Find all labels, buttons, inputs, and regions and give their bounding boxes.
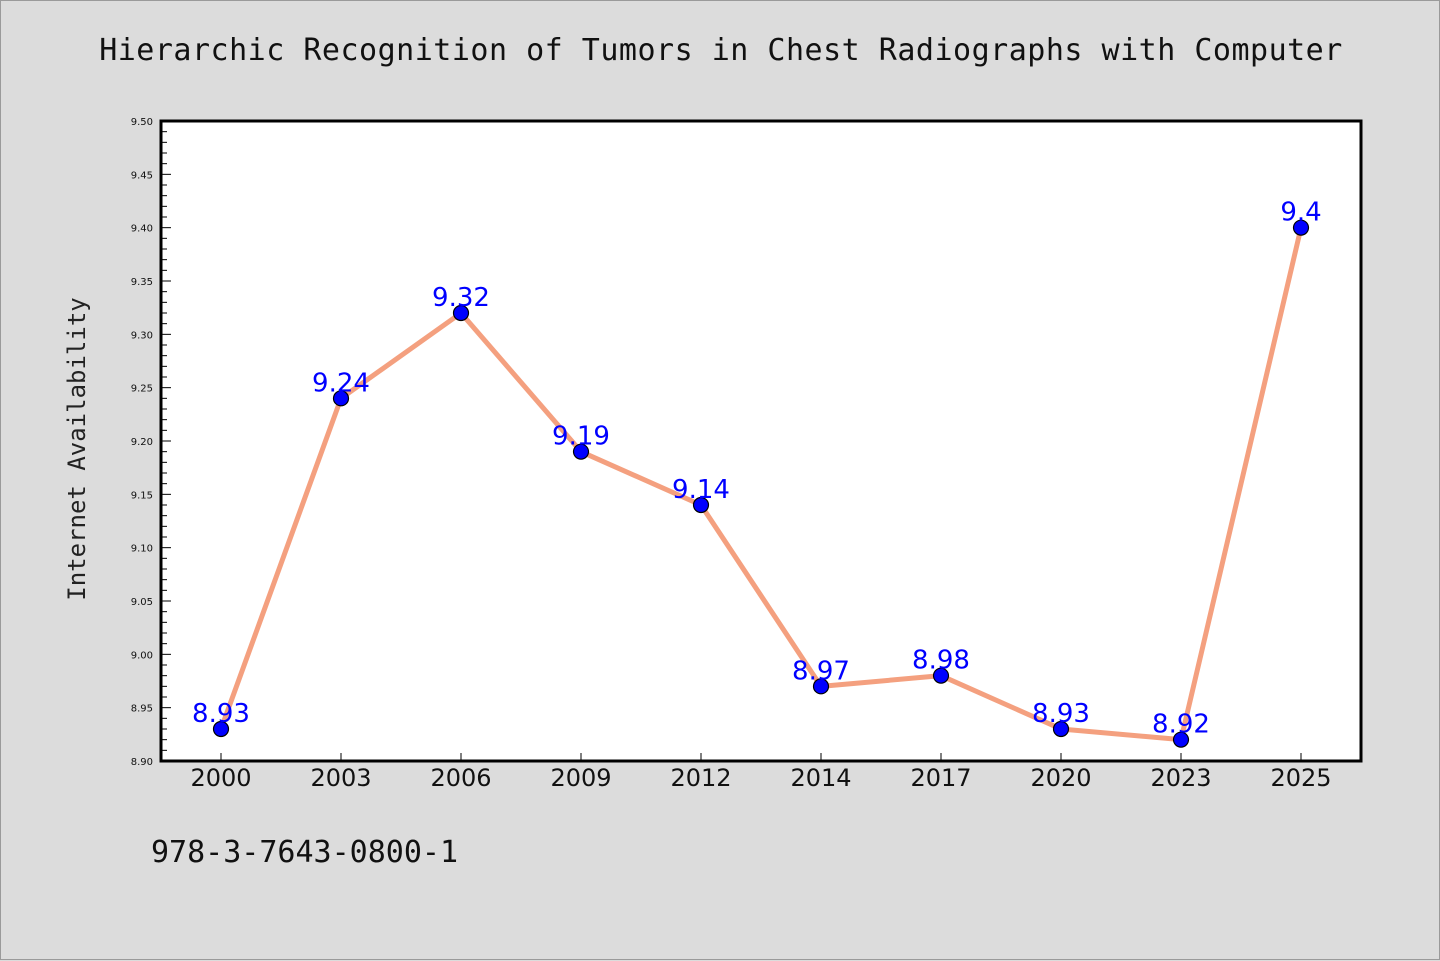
x-tick-label: 2012 <box>670 764 731 792</box>
data-label: 8.92 <box>1152 710 1210 740</box>
data-point <box>452 304 470 322</box>
y-tick-label: 9.05 <box>131 597 153 608</box>
y-tick-label: 9.20 <box>131 437 153 448</box>
y-tick-label: 8.90 <box>131 757 153 768</box>
x-tick-label: 2017 <box>910 764 971 792</box>
footer-id-text: 978-3-7643-0800-1 <box>151 835 459 870</box>
data-point <box>1172 731 1190 748</box>
data-point <box>572 443 590 460</box>
data-label: 9.32 <box>432 283 490 313</box>
data-point <box>932 667 950 684</box>
data-label: 8.97 <box>792 656 850 686</box>
x-tick-label: 2000 <box>190 764 251 792</box>
data-label: 8.98 <box>912 646 970 676</box>
data-point <box>212 720 230 738</box>
data-label: 8.93 <box>1032 699 1090 729</box>
x-tick-label: 2014 <box>790 764 851 792</box>
x-tick-label: 2020 <box>1030 764 1091 792</box>
series-layer <box>218 225 1304 743</box>
x-tick-label: 2009 <box>550 764 611 792</box>
data-label: 9.19 <box>552 422 610 452</box>
marker-layer <box>212 219 1310 748</box>
data-point <box>692 496 710 514</box>
y-tick-label: 9.50 <box>131 117 153 128</box>
x-tick-label: 2023 <box>1150 764 1211 792</box>
y-tick-label: 8.95 <box>131 704 153 715</box>
data-point <box>1052 720 1070 738</box>
series-line <box>218 225 1304 743</box>
x-tick-label: 2006 <box>430 764 491 792</box>
data-point <box>812 678 830 695</box>
data-point <box>332 390 350 407</box>
y-tick-label: 9.25 <box>131 384 153 395</box>
data-label: 9.14 <box>672 475 730 505</box>
y-tick-label: 9.00 <box>131 650 153 661</box>
y-tick-label: 9.30 <box>131 330 153 341</box>
data-label-layer: 8.93 9.24 9.32 9.19 9.14 8.97 8.98 8.93 8.92 9.4 <box>192 198 1322 740</box>
plot-area <box>159 119 1363 763</box>
y-axis-ticks: 8.90 8.95 9.00 9.05 9.10 9.15 9.20 9.25 9.30 9.35… <box>131 117 171 768</box>
chart-title: Hierarchic Recognition of Tumors in Ches… <box>99 33 1343 68</box>
y-tick-label: 9.40 <box>131 224 153 235</box>
data-label: 9.4 <box>1280 198 1321 228</box>
x-tick-label: 2003 <box>310 764 371 792</box>
y-tick-label: 9.35 <box>131 277 153 288</box>
y-tick-label: 9.10 <box>131 544 153 555</box>
y-tick-label: 9.45 <box>131 170 153 181</box>
data-point <box>1292 219 1310 236</box>
x-axis-ticks: 2000 2003 2006 2009 2012 2014 2017 2020 2023 2025 <box>190 753 1332 792</box>
data-label: 9.24 <box>312 368 370 398</box>
y-tick-label: 9.15 <box>131 490 153 501</box>
data-label: 8.93 <box>192 699 250 729</box>
x-tick-label: 2025 <box>1270 764 1331 792</box>
